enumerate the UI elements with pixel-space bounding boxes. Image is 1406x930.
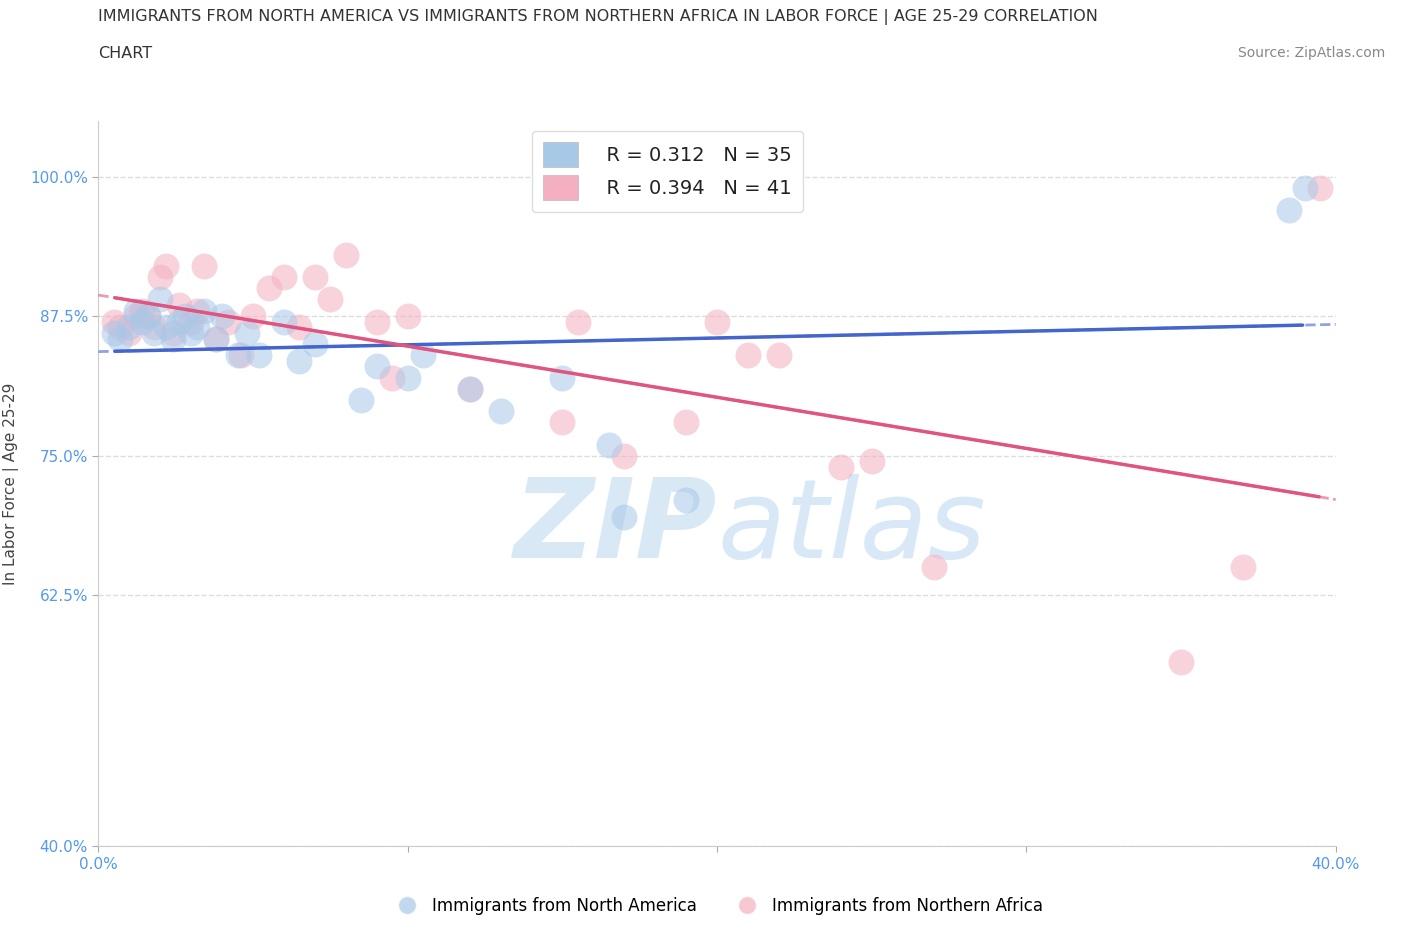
Point [162,331,184,346]
Point [226,348,249,363]
Y-axis label: In Labor Force | Age 25-29: In Labor Force | Age 25-29 [3,382,18,585]
Point [149,270,172,285]
Point [381,370,404,385]
Legend: Immigrants from North America, Immigrants from Northern Africa: Immigrants from North America, Immigrant… [384,890,1050,922]
Point [155,259,177,273]
Point [922,560,945,575]
Point [350,392,373,407]
Point [131,303,153,318]
Point [613,510,636,525]
Point [118,320,141,335]
Point [1294,180,1316,195]
Point [1170,655,1192,670]
Point [304,270,326,285]
Point [242,309,264,324]
Point [217,314,239,329]
Point [108,331,131,346]
Point [180,326,202,340]
Text: IMMIGRANTS FROM NORTH AMERICA VS IMMIGRANTS FROM NORTHERN AFRICA IN LABOR FORCE : IMMIGRANTS FROM NORTH AMERICA VS IMMIGRA… [98,9,1098,25]
Point [124,303,146,318]
Point [155,320,177,335]
Point [205,331,228,346]
Point [860,454,883,469]
Point [288,353,311,368]
Point [180,314,202,329]
Point [149,292,172,307]
Point [1309,180,1331,195]
Point [489,404,512,418]
Point [366,314,388,329]
Point [366,359,388,374]
Point [108,320,131,335]
Point [768,348,790,363]
Point [247,348,270,363]
Point [131,314,153,329]
Point [396,370,419,385]
Point [136,309,159,324]
Point [186,320,208,335]
Point [288,320,311,335]
Point [830,459,852,474]
Point [396,309,419,324]
Point [136,309,159,324]
Point [458,381,481,396]
Point [124,309,146,324]
Point [193,303,215,318]
Point [257,281,280,296]
Point [205,331,228,346]
Text: CHART: CHART [98,46,152,61]
Point [167,314,190,329]
Point [103,314,125,329]
Point [236,326,259,340]
Point [335,247,357,262]
Point [706,314,728,329]
Point [273,270,295,285]
Point [551,415,574,430]
Point [567,314,589,329]
Point [211,309,233,324]
Point [162,326,184,340]
Point [1278,203,1301,218]
Point [143,320,166,335]
Point [143,326,166,340]
Point [304,337,326,352]
Point [174,309,197,324]
Point [598,437,620,452]
Point [675,493,697,508]
Text: atlas: atlas [717,473,986,580]
Point [193,259,215,273]
Point [737,348,759,363]
Point [273,314,295,329]
Point [118,326,141,340]
Point [551,370,574,385]
Point [458,381,481,396]
Point [229,348,252,363]
Point [167,298,190,312]
Point [103,326,125,340]
Point [1232,560,1254,575]
Point [613,448,636,463]
Point [412,348,434,363]
Text: Source: ZipAtlas.com: Source: ZipAtlas.com [1237,46,1385,60]
Point [675,415,697,430]
Point [319,292,342,307]
Text: ZIP: ZIP [513,473,717,580]
Point [186,303,208,318]
